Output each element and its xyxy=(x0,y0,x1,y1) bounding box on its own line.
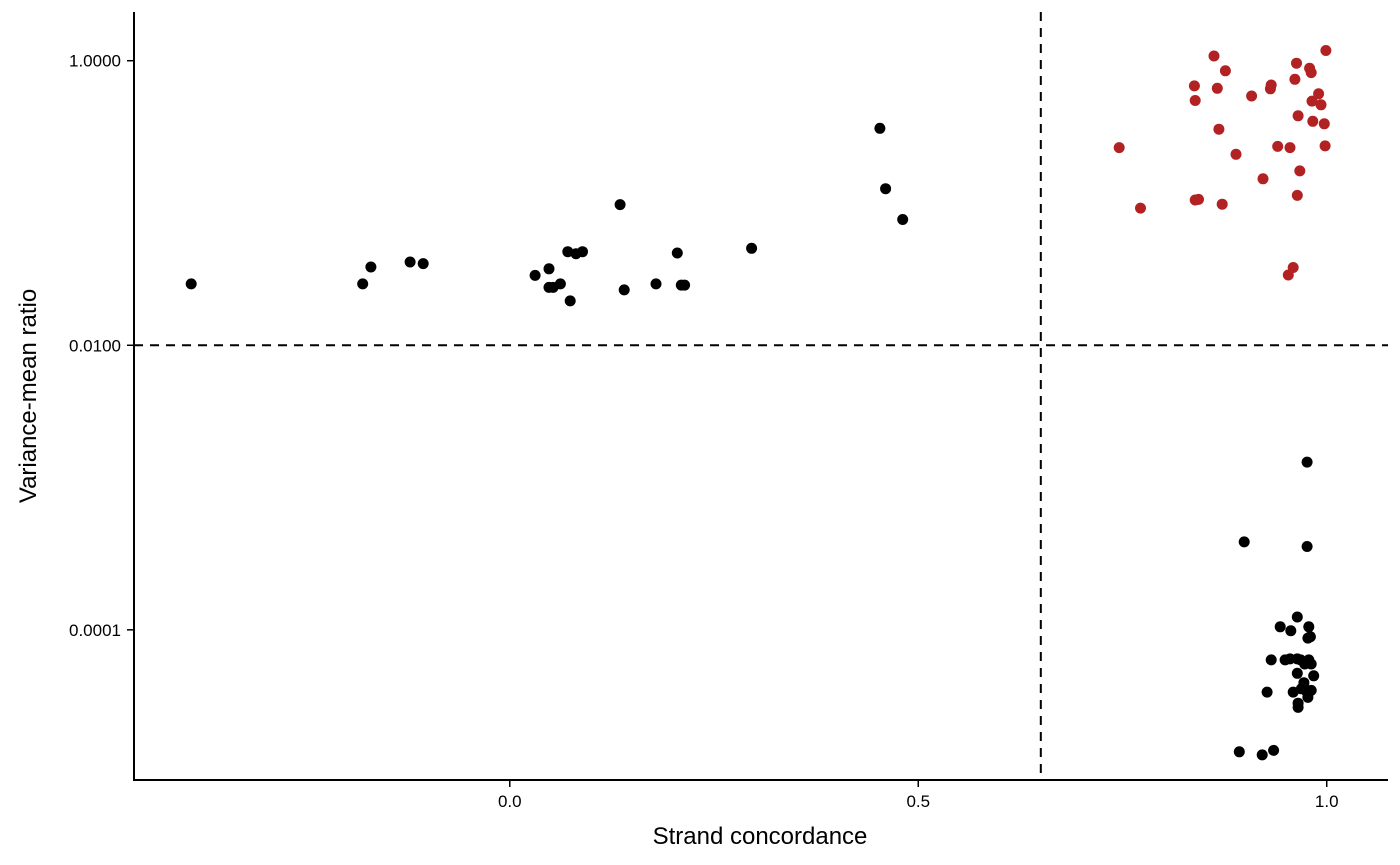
data-point xyxy=(404,256,416,268)
data-point xyxy=(1303,621,1315,633)
data-point xyxy=(562,246,574,258)
data-point xyxy=(1308,670,1320,682)
data-point xyxy=(1261,686,1273,698)
data-point xyxy=(1291,57,1302,69)
data-point xyxy=(880,183,892,195)
data-point xyxy=(1291,667,1303,679)
data-point xyxy=(1272,140,1284,152)
data-point xyxy=(1302,691,1314,703)
data-point xyxy=(874,122,886,134)
data-point xyxy=(1292,110,1304,122)
data-point xyxy=(1230,148,1242,160)
data-point xyxy=(1265,79,1277,91)
data-point xyxy=(1256,749,1268,761)
data-point xyxy=(543,263,555,275)
data-point xyxy=(1292,701,1304,713)
data-point xyxy=(679,279,691,291)
axis-ticks-layer: 0.0 0.5 1.0 1.0000 0.0100 0.0001 xyxy=(69,52,1339,811)
data-point xyxy=(1294,165,1306,177)
data-point xyxy=(1285,625,1297,637)
y-axis-title: Variance-mean ratio xyxy=(15,289,42,503)
data-point xyxy=(1257,173,1269,185)
data-point xyxy=(1307,115,1319,127)
data-point xyxy=(1213,123,1225,135)
data-point xyxy=(1274,621,1286,633)
data-point xyxy=(1301,456,1313,468)
data-point xyxy=(1265,654,1277,666)
data-point xyxy=(554,278,566,290)
data-point xyxy=(1319,140,1331,152)
data-point xyxy=(897,214,909,225)
data-point xyxy=(746,242,758,254)
reference-lines-layer xyxy=(134,12,1388,780)
x-tick-label: 1.0 xyxy=(1315,792,1339,811)
data-point xyxy=(1268,744,1280,756)
data-point xyxy=(1193,193,1204,205)
data-point xyxy=(1291,611,1303,623)
data-point xyxy=(564,295,576,307)
data-point xyxy=(1233,746,1245,758)
data-point xyxy=(1208,50,1220,62)
data-point xyxy=(1216,198,1228,210)
data-point xyxy=(1289,73,1301,85)
x-tick-label: 0.0 xyxy=(498,792,522,811)
data-point xyxy=(1238,536,1250,548)
data-point xyxy=(1189,95,1201,106)
data-point xyxy=(1302,632,1314,644)
data-point xyxy=(1320,45,1332,56)
data-point xyxy=(650,278,662,290)
data-point xyxy=(618,284,630,296)
y-tick-label: 0.0001 xyxy=(69,621,121,640)
data-point xyxy=(1135,202,1146,214)
data-point xyxy=(1313,88,1325,100)
y-tick-label: 0.0100 xyxy=(69,336,121,355)
data-points-layer xyxy=(185,45,1332,761)
data-point xyxy=(529,269,541,281)
data-point xyxy=(614,199,626,211)
data-point xyxy=(1318,118,1330,130)
data-point xyxy=(185,278,197,290)
x-tick-label: 0.5 xyxy=(906,792,930,811)
data-point xyxy=(1291,189,1303,201)
x-axis-title: Strand concordance xyxy=(653,823,868,850)
data-point xyxy=(1282,269,1294,281)
data-point xyxy=(1305,67,1317,79)
data-point xyxy=(1306,95,1318,107)
y-tick-label: 1.0000 xyxy=(69,52,121,71)
data-point xyxy=(417,258,429,270)
data-point xyxy=(577,246,588,258)
data-point xyxy=(1211,82,1223,94)
data-point xyxy=(1113,142,1125,154)
data-point xyxy=(1315,99,1327,111)
data-point xyxy=(1301,541,1313,552)
data-point xyxy=(1284,142,1296,154)
data-point xyxy=(1246,90,1258,102)
data-point xyxy=(1219,65,1231,77)
data-point xyxy=(365,261,377,273)
data-point xyxy=(357,278,369,290)
data-point xyxy=(1188,80,1200,92)
data-point xyxy=(671,247,683,259)
data-point xyxy=(1305,658,1317,670)
